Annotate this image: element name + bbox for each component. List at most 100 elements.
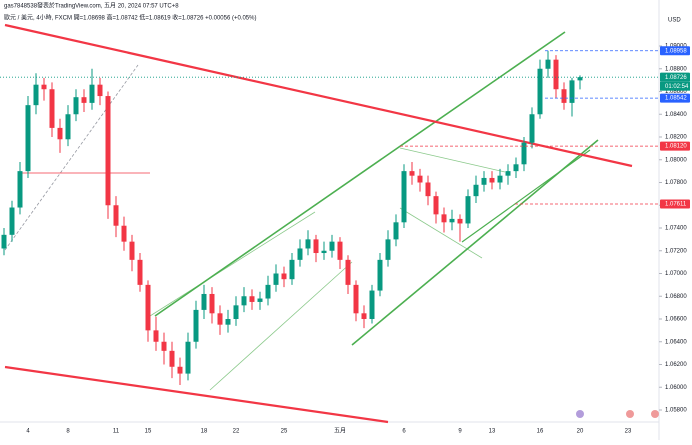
x-tick-label: 23 [625,429,632,435]
y-tick-label: 1.05800 [665,408,687,414]
channel-line [209,261,353,391]
wedge-line [399,207,483,259]
candle-body [417,175,423,183]
icon[interactable] [576,410,584,418]
x-tick-label: 15 [145,429,152,435]
candle-body [369,290,375,319]
x-tick-label: 9 [458,429,462,435]
candle-body [529,114,535,143]
candle-body [249,296,255,302]
red-trendline [4,365,389,424]
x-tick-label: 13 [489,429,496,435]
candle-body [537,68,543,115]
candle-body [233,305,239,319]
candle-body [81,97,87,103]
price-label-box [660,199,690,209]
candle-body [457,218,463,224]
y-tick-label: 1.08200 [665,135,687,141]
candle-body [505,171,511,176]
candle-body [65,114,71,140]
candle-body [289,259,295,280]
candle-body [201,293,207,310]
y-tick-label: 1.08400 [665,112,687,118]
candle-body [17,171,23,208]
x-tick-label: 22 [233,429,240,435]
candle-body [377,259,383,291]
candle-body [425,182,431,197]
candle-body [497,175,503,183]
price-label: 1.08726 [665,75,687,81]
candle-body [113,205,119,226]
price-label-box [660,46,690,56]
candle-body [193,309,199,342]
candle-body [185,341,191,374]
candle-body [73,97,79,115]
candle-body [225,318,231,325]
candle-body [353,284,359,314]
candle-body [345,259,351,285]
candle-body [513,164,519,172]
green-trendline [461,149,591,243]
candle-body [153,330,159,342]
y-tick-label: 1.06400 [665,339,687,345]
candle-body [241,296,247,306]
candle-body [545,59,551,69]
candle-body [25,105,31,172]
price-label-box [660,72,690,82]
candle-body [41,84,47,90]
candle-body [33,84,39,106]
chart-title: 歐元 / 美元, 4小時, FXCM 開=1.08698 高=1.08742 低… [4,14,256,22]
candle-body [481,177,487,185]
price-label: 1.07611 [665,202,687,208]
green-trendline [154,31,566,317]
toolbar-icons [576,410,659,418]
candle-body [385,239,391,260]
candle-body [313,239,319,254]
candle-body [209,293,215,314]
candle-body [305,239,311,249]
price-label: 1.08120 [665,144,687,150]
red-trendline [4,23,633,168]
y-tick-label: 1.06200 [665,362,687,368]
x-tick-label: 18 [201,429,208,435]
candle-body [337,241,343,260]
candle-body [1,234,7,249]
candle-body [145,284,151,331]
y-tick-label: 1.07400 [665,226,687,232]
candle-body [177,366,183,374]
dashed-trendline [4,64,139,251]
channel-line [149,211,316,317]
candle-body [281,273,287,280]
candle-body [161,341,167,351]
y-tick-label: 1.07200 [665,248,687,254]
candle-body [401,171,407,223]
x-tick-label: 20 [577,429,584,435]
candle-body [433,196,439,215]
x-tick-label: 五月 [334,428,346,435]
candle-body [561,89,567,103]
candle-body [465,196,471,224]
x-tick-label: 8 [66,429,70,435]
y-tick-label: 1.08800 [665,66,687,72]
candle-body [577,77,583,81]
price-label-box [660,141,690,151]
candle-body [449,218,455,223]
y-tick-label: 1.08000 [665,157,687,163]
icon[interactable] [626,410,634,418]
y-tick-label: 1.08600 [665,89,687,95]
y-tick-label: 1.07000 [665,271,687,277]
x-tick-label: 11 [113,429,120,435]
candle-body [169,350,175,367]
countdown-box [660,81,690,91]
candle-body [105,96,111,206]
candle-body [97,84,103,97]
countdown: 01:02:54 [665,84,689,90]
price-label-box [660,93,690,103]
candle-body [257,298,263,302]
candle-body [57,127,63,140]
candle-body [473,184,479,197]
icon[interactable] [651,410,659,418]
candle-body [273,273,279,285]
